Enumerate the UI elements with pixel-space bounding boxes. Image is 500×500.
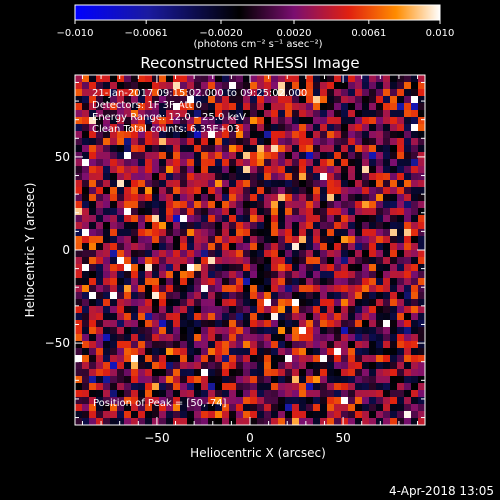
x-axis-label: Heliocentric X (arcsec) (190, 446, 326, 460)
x-tick-label: 50 (335, 431, 350, 445)
timestamp: 4-Apr-2018 13:05 (389, 484, 494, 498)
annotation-time-range: 21-Jan-2017 09:15:02.000 to 09:25:02.000 (92, 88, 307, 99)
x-tick-label: −50 (144, 431, 169, 445)
colorbar-tick-label: 0.0020 (277, 28, 312, 39)
colorbar-ticks: −0.010 −0.0061 −0.0020 0.0020 0.0061 0.010 (56, 20, 454, 39)
colorbar-tick-label: 0.0061 (351, 28, 386, 39)
y-tick-label: 50 (55, 150, 70, 164)
y-tick-label: −50 (45, 336, 70, 350)
axis-ticks: −50 0 50 50 0 −50 (45, 75, 425, 445)
y-tick-label: 0 (62, 243, 70, 257)
annotation-detectors: Detectors: 1F 3F Att 0 (92, 100, 202, 111)
chart-title: Reconstructed RHESSI Image (140, 54, 359, 72)
annotation-energy-range: Energy Range: 12.0 – 25.0 keV (92, 112, 246, 123)
colorbar-tick-label: −0.0061 (124, 28, 167, 39)
peak-position-label: Position of Peak = [50,-74] (93, 398, 227, 409)
colorbar-tick-label: −0.010 (56, 28, 93, 39)
colorbar-tick-label: −0.0020 (199, 28, 242, 39)
colorbar-tick-label: 0.010 (426, 28, 455, 39)
colorbar (74, 4, 441, 21)
x-tick-label: 0 (246, 431, 254, 445)
y-axis-label: Heliocentric Y (arcsec) (23, 183, 37, 318)
colorbar-label: (photons cm⁻² s⁻¹ asec⁻²) (193, 39, 322, 50)
annotation-counts: Clean Total counts: 6.35E+03 (92, 124, 240, 135)
heatmap-image (75, 75, 426, 426)
